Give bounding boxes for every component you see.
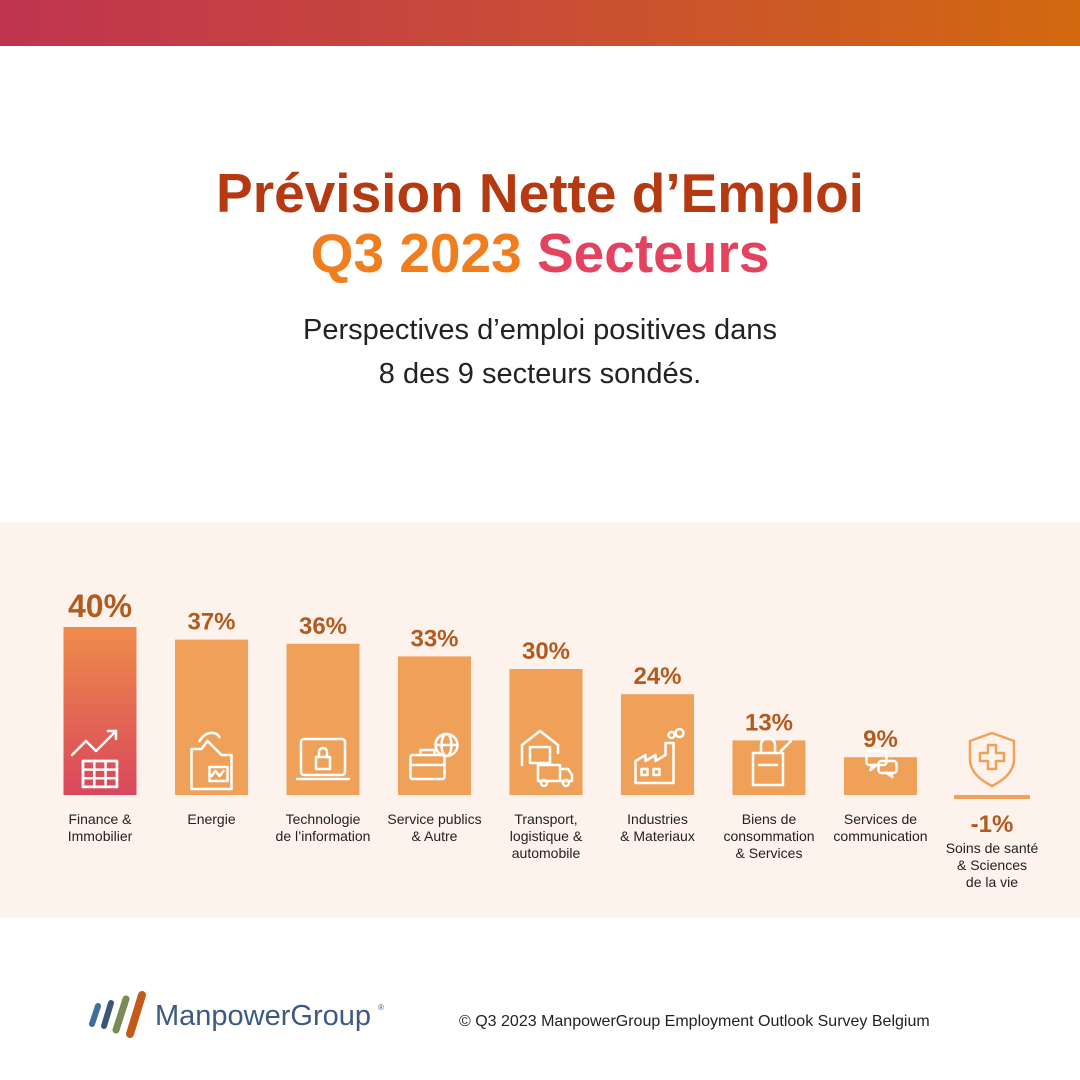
- chat-bubbles-icon: [865, 749, 898, 779]
- bar-factory: [621, 694, 694, 795]
- bar-factory-energy: [175, 639, 248, 795]
- category-label-briefcase-globe: Service publics & Autre: [387, 811, 482, 844]
- value-label-factory-energy: 37%: [187, 609, 235, 636]
- bar-briefcase-globe: [398, 656, 471, 795]
- category-label-shopping-bag: Biens de consommation & Services: [723, 811, 815, 861]
- category-label-warehouse-truck: Transport, logistique & automobile: [509, 811, 583, 861]
- page-title: Prévision Nette d’Emploi Q3 2023 Secteur…: [0, 163, 1080, 283]
- sector-bar-chart: 40% 37% 36% 33% 30% 24% 13% 9% -1%: [63, 588, 1030, 838]
- briefcase-globe-icon: [409, 732, 459, 781]
- medical-shield-icon: [968, 731, 1016, 788]
- category-label-factory-energy: Energie: [187, 811, 236, 827]
- shopping-bag-icon: [751, 736, 793, 787]
- value-label-chart-growth: 40%: [68, 588, 132, 624]
- value-label-laptop-lock: 36%: [299, 613, 347, 640]
- category-label-chart-growth: Finance & Immobilier: [67, 811, 133, 844]
- chart-growth-icon: [70, 729, 119, 789]
- bar-laptop-lock: [286, 643, 360, 795]
- value-label-shopping-bag: 13%: [745, 709, 793, 736]
- top-gradient-bar: [0, 0, 1080, 46]
- value-label-medical-shield: -1%: [971, 811, 1014, 838]
- category-label-chat-bubbles: Services de communication: [833, 811, 928, 844]
- subtitle: Perspectives d’emploi positives dans 8 d…: [0, 308, 1080, 396]
- title-line-2: Q3 2023 Secteurs: [0, 223, 1080, 283]
- bar-chat-bubbles: [844, 757, 917, 795]
- subtitle-line-1: Perspectives d’emploi positives dans: [303, 314, 777, 346]
- logo-registered-mark: ®: [378, 1003, 384, 1012]
- value-label-factory: 24%: [633, 663, 681, 690]
- manpowergroup-logo-icon: [89, 991, 146, 1038]
- value-label-chat-bubbles: 9%: [863, 726, 898, 753]
- logo-wordmark: ManpowerGroup: [155, 1000, 371, 1032]
- subtitle-line-2: 8 des 9 secteurs sondés.: [378, 358, 702, 390]
- title-period: Q3 2023: [310, 222, 522, 284]
- warehouse-truck-icon: [520, 729, 574, 788]
- title-sectors: Secteurs: [536, 222, 770, 284]
- copyright-notice: © Q3 2023 ManpowerGroup Employment Outlo…: [459, 1013, 930, 1030]
- value-label-warehouse-truck: 30%: [522, 638, 570, 665]
- value-label-briefcase-globe: 33%: [410, 625, 458, 652]
- category-label-laptop-lock: Technologie de l’information: [275, 811, 371, 844]
- category-label-factory: Industries & Materiaux: [620, 811, 695, 844]
- factory-icon: [634, 727, 685, 785]
- factory-energy-icon: [190, 731, 233, 791]
- title-line-1: Prévision Nette d’Emploi: [216, 162, 864, 224]
- laptop-lock-icon: [295, 737, 351, 781]
- category-label-medical-shield: Soins de santé & Sciences de la vie: [945, 840, 1039, 890]
- bar-shopping-bag: [732, 740, 806, 795]
- bar-chart-growth: [63, 627, 137, 795]
- bar-medical-shield: [954, 795, 1030, 799]
